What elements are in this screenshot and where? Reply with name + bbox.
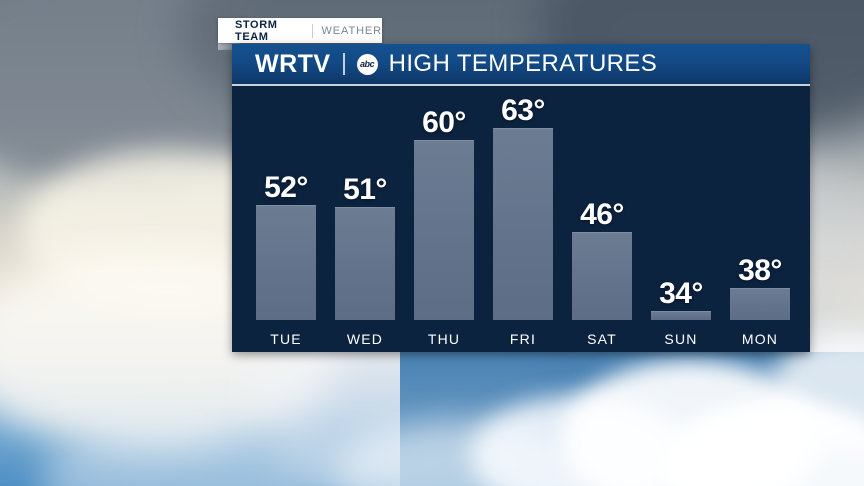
station-logo-text: WRTV — [255, 49, 331, 78]
tab-brand-label: STORM TEAM — [235, 18, 278, 43]
bar-value-label: 34° — [659, 277, 703, 310]
bar-category-label: SUN — [664, 331, 698, 347]
bar-value-label: 51° — [343, 173, 387, 206]
page-title: HIGH TEMPERATURES — [388, 50, 658, 77]
bar-category-label: SAT — [587, 331, 617, 347]
bar-rect[interactable] — [730, 288, 790, 320]
tab-section-label: WEATHER — [321, 24, 382, 37]
storm-team-tab[interactable]: STORM TEAM WEATHER — [218, 18, 382, 43]
tab-divider — [311, 23, 313, 38]
bar-category-label: MON — [741, 331, 779, 347]
abc-logo-icon: abc — [356, 53, 378, 75]
bar-group: 52° TUE 51° WED 60° THU 63° F — [232, 86, 810, 352]
bar-value-label: 63° — [501, 94, 545, 127]
bar-value-label: 60° — [422, 106, 466, 139]
bar-rect[interactable] — [256, 205, 316, 320]
bar-category-label: FRI — [509, 331, 537, 347]
forecast-panel: WRTV abc HIGH TEMPERATURES 52° TUE 51° W… — [232, 44, 810, 352]
bar-rect[interactable] — [335, 207, 395, 320]
bar-value-label: 38° — [738, 254, 782, 287]
bar-value-label: 52° — [264, 171, 308, 204]
bar-category-label: THU — [427, 331, 461, 347]
header-divider — [342, 53, 345, 75]
bar-rect[interactable] — [493, 128, 553, 320]
header-rule — [232, 84, 810, 86]
panel-header: WRTV abc HIGH TEMPERATURES — [232, 44, 810, 84]
tab-fold-shadow — [218, 43, 240, 50]
bar-value-label: 46° — [580, 198, 624, 231]
bar-rect[interactable] — [651, 311, 711, 320]
bar-category-label: WED — [346, 331, 384, 347]
bar-category-label: TUE — [270, 331, 302, 347]
bar-rect[interactable] — [414, 140, 474, 320]
cloud-shape — [40, 420, 340, 486]
bar-chart: 52° TUE 51° WED 60° THU 63° F — [232, 86, 810, 352]
bar-rect[interactable] — [572, 232, 632, 320]
